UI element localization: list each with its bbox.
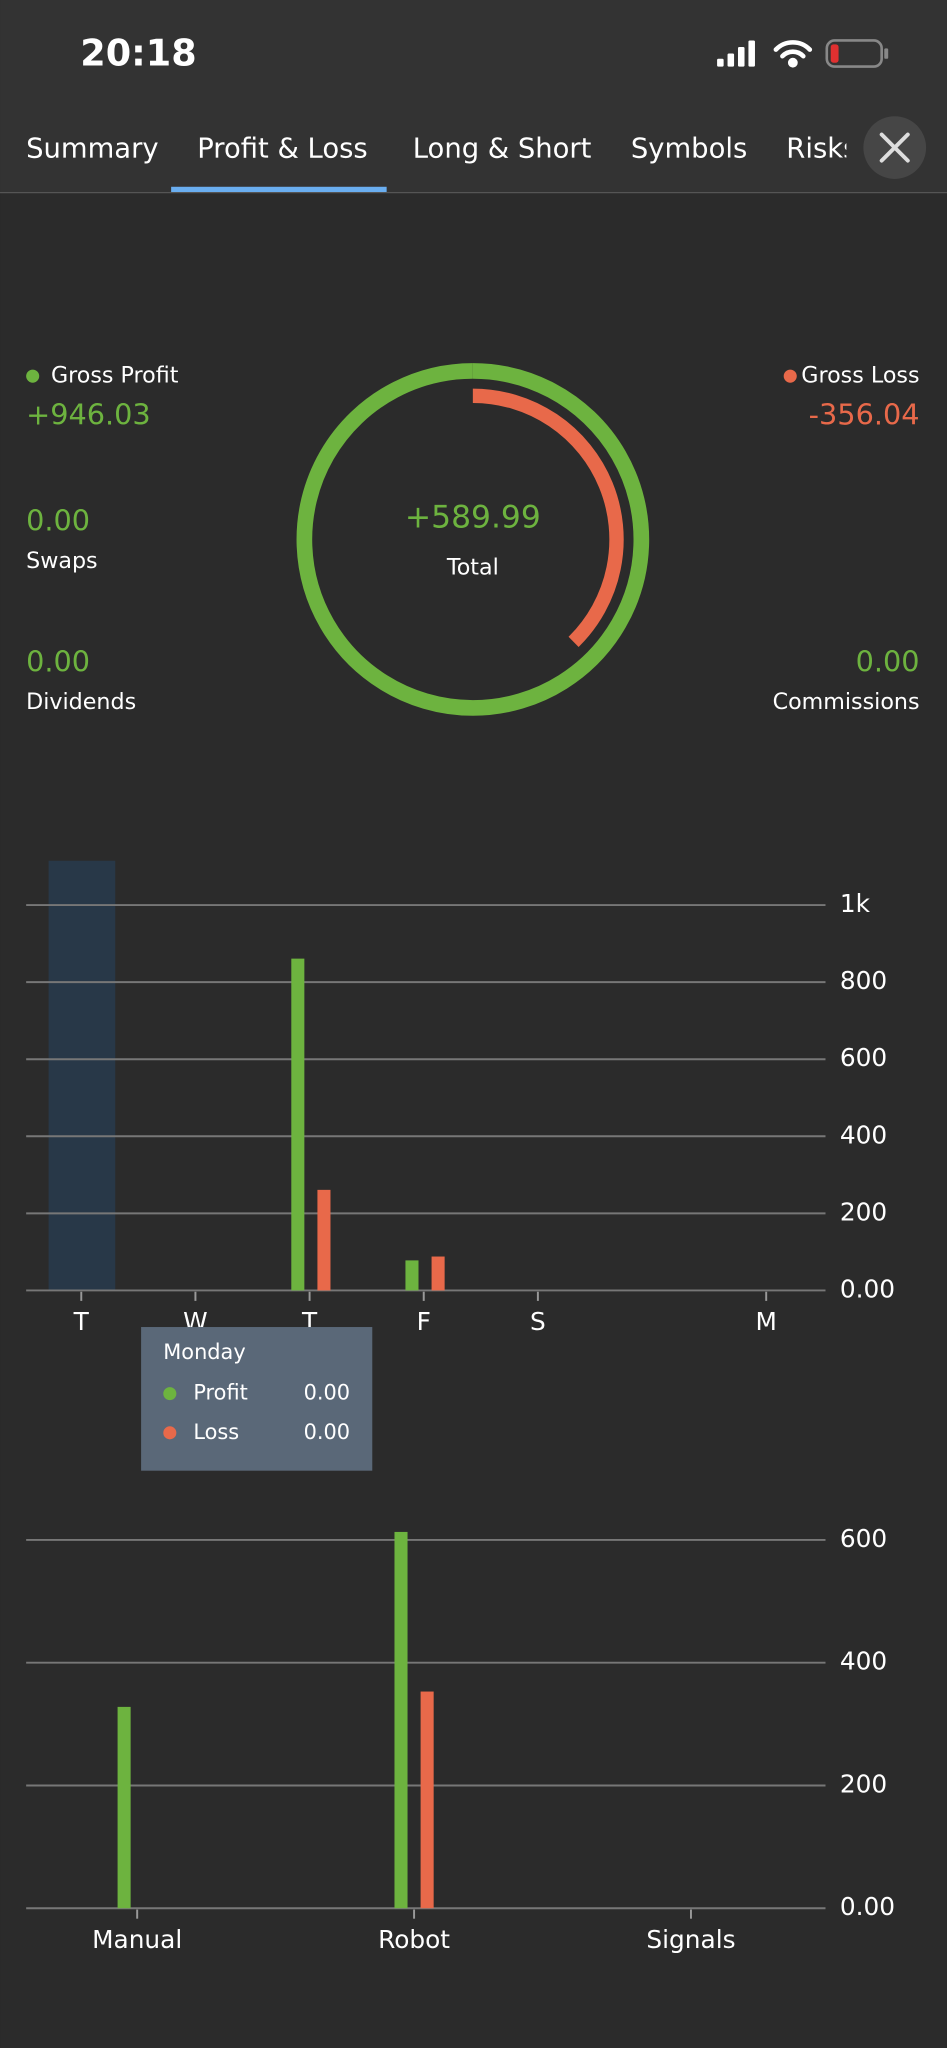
- detail-label: Swaps: [26, 548, 97, 574]
- x-tick-label: Signals: [646, 1925, 735, 1954]
- bar: [420, 1691, 434, 1909]
- tab[interactable]: Risks: [786, 134, 857, 165]
- bar: [291, 958, 305, 1291]
- active-tab-indicator: [171, 186, 387, 192]
- tab-bar: Summary Profit & Loss Long & Short Symbols R…: [26, 134, 857, 165]
- details: 0.00 Swaps 0.00 Dividends 0.00 Commissions: [26, 503, 919, 715]
- tooltip-value: 0.00: [304, 1420, 350, 1444]
- close-button[interactable]: [863, 116, 927, 179]
- detail-label: Dividends: [26, 689, 136, 715]
- profit-ring: [296, 363, 650, 716]
- legend-label: Gross Profit: [51, 363, 179, 389]
- tooltip-value: 0.00: [304, 1381, 350, 1405]
- type-chart: 0.00 200 400 600 Manual Robot Signals: [26, 1524, 895, 1954]
- tab[interactable]: Long & Short: [413, 134, 592, 165]
- battery-icon: [825, 39, 889, 68]
- tab[interactable]: Summary: [26, 134, 158, 165]
- x-tick-label: Manual: [92, 1925, 182, 1954]
- tooltip-dot: [163, 1426, 177, 1440]
- bar: [317, 1189, 331, 1291]
- detail-label: Commissions: [773, 689, 920, 715]
- x-tick-label: Robot: [378, 1925, 450, 1954]
- x-tick-label: S: [530, 1307, 546, 1336]
- bar: [117, 1706, 131, 1909]
- bar: [405, 1260, 419, 1291]
- detail-value: 0.00: [26, 645, 90, 679]
- detail-value: 0.00: [26, 503, 90, 537]
- loss-arc: [472, 388, 624, 647]
- detail-value: 0.00: [856, 645, 920, 679]
- y-tick-label: 200: [840, 1769, 887, 1798]
- bar: [394, 1531, 408, 1909]
- x-tick-label: M: [755, 1307, 776, 1336]
- y-tick-label: 400: [840, 1120, 887, 1149]
- legend-label: Gross Loss: [801, 363, 919, 389]
- tab[interactable]: Symbols: [631, 134, 747, 165]
- y-tick-label: 600: [840, 1043, 887, 1072]
- total-value: +589.99: [405, 500, 541, 536]
- tooltip-box: [141, 1327, 373, 1471]
- y-tick-label: 200: [840, 1197, 887, 1226]
- x-tick-label: T: [73, 1307, 90, 1336]
- legend-dot: [783, 369, 797, 383]
- value-label: -356.04: [809, 398, 920, 432]
- tooltip-dot: [163, 1387, 177, 1401]
- total-label: Total: [446, 555, 499, 581]
- y-tick-label: 0.00: [840, 1274, 895, 1303]
- tooltip-name: Profit: [193, 1381, 247, 1405]
- tab[interactable]: Profit & Loss: [197, 134, 367, 165]
- clock: 20:18: [80, 31, 196, 74]
- pnl-donut: Gross Profit +946.03 Gross Loss -356.04 +589…: [26, 363, 920, 716]
- y-tick-label: 0.00: [840, 1892, 895, 1921]
- legend-dot: [26, 369, 40, 383]
- value-label: +946.03: [26, 398, 151, 432]
- tooltip-title: Monday: [163, 1340, 245, 1364]
- header: [0, 0, 947, 192]
- x-tick-label: F: [417, 1307, 431, 1336]
- selected-band: [48, 860, 116, 1291]
- y-tick-label: 800: [840, 966, 887, 995]
- tooltip-name: Loss: [193, 1420, 239, 1444]
- wifi-icon: [773, 40, 813, 68]
- y-tick-label: 1k: [840, 889, 871, 918]
- bar: [431, 1256, 445, 1291]
- signal-icon: [717, 40, 755, 67]
- y-tick-label: 400: [840, 1647, 887, 1676]
- y-tick-label: 600: [840, 1524, 887, 1553]
- tooltip: Monday Profit 0.00 Loss 0.00: [141, 1327, 373, 1471]
